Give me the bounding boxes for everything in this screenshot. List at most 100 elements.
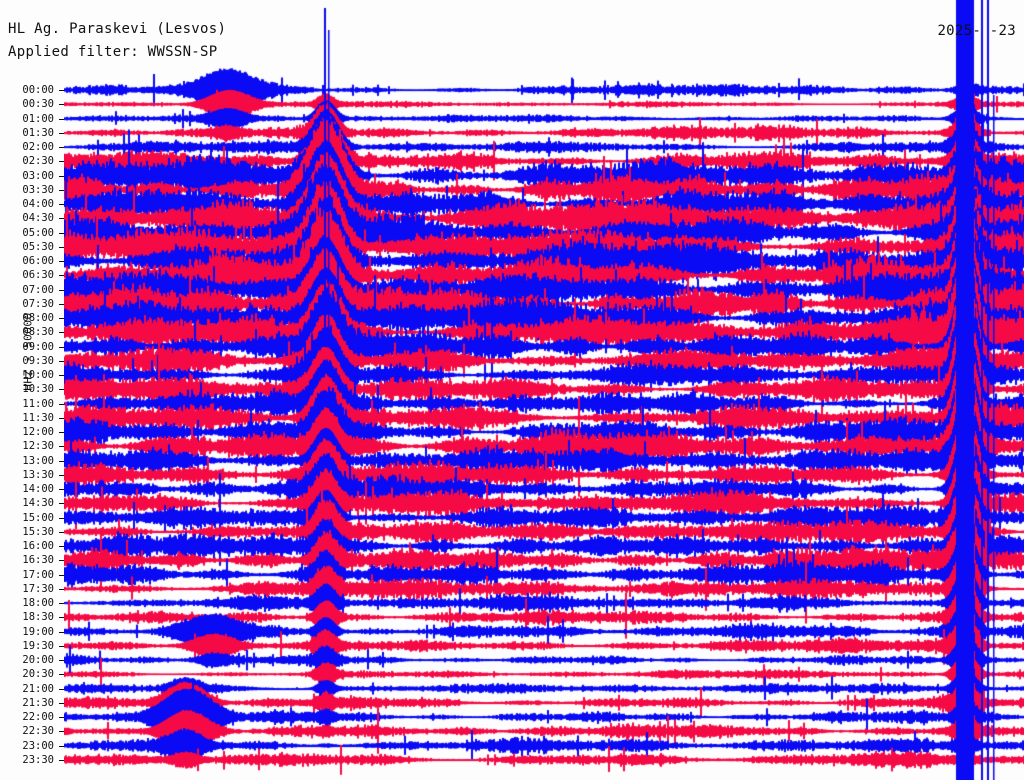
time-label: 20:00	[22, 654, 54, 666]
time-label: 04:30	[22, 212, 54, 225]
axis-tick	[59, 746, 64, 747]
date-label: 2025- -23	[937, 23, 1016, 39]
time-label: 03:00	[22, 169, 54, 182]
time-label: 16:30	[22, 554, 54, 567]
time-label: 06:00	[22, 255, 54, 267]
time-label: 16:00	[22, 540, 54, 552]
axis-tick	[59, 532, 64, 533]
axis-tick	[59, 233, 64, 234]
time-label: 23:00	[22, 739, 54, 752]
time-label: 10:00	[22, 369, 54, 381]
time-label: 22:30	[22, 725, 54, 738]
time-label: 07:00	[22, 283, 54, 296]
time-label: 11:30	[22, 411, 54, 424]
time-label: 11:00	[22, 397, 54, 410]
time-label: 00:00	[22, 84, 54, 96]
time-label: 08:00	[22, 312, 54, 324]
axis-tick	[59, 560, 64, 561]
axis-tick	[59, 261, 64, 262]
time-label: 00:30	[22, 98, 54, 111]
axis-tick	[59, 290, 64, 291]
axis-tick	[59, 304, 64, 305]
axis-tick	[59, 418, 64, 419]
time-axis: 00:00 00:30 01:00 01:30 02:00 02:30 03:00 03:30…	[0, 0, 64, 780]
axis-tick	[59, 176, 64, 177]
time-label: 10:30	[22, 383, 54, 396]
time-label: 15:00	[22, 511, 54, 524]
time-label: 13:00	[22, 454, 54, 467]
axis-tick	[59, 432, 64, 433]
time-label: 22:00	[22, 711, 54, 723]
axis-tick	[59, 589, 64, 590]
time-label: 18:00	[22, 597, 54, 609]
axis-tick	[59, 147, 64, 148]
axis-tick	[59, 361, 64, 362]
axis-tick	[59, 204, 64, 205]
time-label: 23:30	[22, 753, 54, 766]
axis-tick	[59, 717, 64, 718]
time-label: 15:30	[22, 525, 54, 538]
axis-tick	[59, 760, 64, 761]
time-label: 19:00	[22, 625, 54, 638]
axis-tick	[59, 475, 64, 476]
axis-tick	[59, 646, 64, 647]
time-label: 05:00	[22, 226, 54, 239]
time-label: 12:30	[22, 440, 54, 453]
axis-tick	[59, 347, 64, 348]
time-label: 12:00	[22, 426, 54, 438]
axis-tick	[59, 190, 64, 191]
axis-tick	[59, 90, 64, 91]
axis-tick	[59, 489, 64, 490]
time-label: 09:00	[22, 340, 54, 353]
time-label: 14:30	[22, 497, 54, 510]
axis-tick	[59, 119, 64, 120]
time-label: 01:00	[22, 112, 54, 125]
time-label: 07:30	[22, 297, 54, 310]
axis-tick	[59, 518, 64, 519]
axis-tick	[59, 617, 64, 618]
axis-tick	[59, 603, 64, 604]
time-label: 17:00	[22, 568, 54, 581]
axis-tick	[59, 689, 64, 690]
filter-label: Applied filter: WWSSN-SP	[8, 44, 218, 60]
axis-tick	[59, 161, 64, 162]
axis-tick	[59, 218, 64, 219]
time-label: 02:00	[22, 141, 54, 153]
axis-tick	[59, 247, 64, 248]
seismogram-traces	[64, 0, 1024, 780]
axis-tick	[59, 375, 64, 376]
axis-tick	[59, 632, 64, 633]
axis-tick	[59, 731, 64, 732]
time-label: 02:30	[22, 155, 54, 168]
time-label: 08:30	[22, 326, 54, 339]
time-label: 17:30	[22, 582, 54, 595]
axis-tick	[59, 104, 64, 105]
axis-tick	[59, 446, 64, 447]
axis-tick	[59, 389, 64, 390]
time-label: 13:30	[22, 468, 54, 481]
axis-tick	[59, 275, 64, 276]
axis-tick	[59, 133, 64, 134]
station-title: HL Ag. Paraskevi (Lesvos)	[8, 21, 227, 37]
axis-tick	[59, 332, 64, 333]
axis-tick	[59, 575, 64, 576]
time-label: 21:00	[22, 682, 54, 695]
time-label: 09:30	[22, 354, 54, 367]
axis-tick	[59, 674, 64, 675]
axis-tick	[59, 404, 64, 405]
axis-tick	[59, 546, 64, 547]
time-label: 06:30	[22, 269, 54, 282]
axis-tick	[59, 703, 64, 704]
time-label: 21:30	[22, 696, 54, 709]
time-label: 20:30	[22, 668, 54, 681]
time-label: 18:30	[22, 611, 54, 624]
axis-tick	[59, 503, 64, 504]
axis-tick	[59, 660, 64, 661]
time-label: 19:30	[22, 639, 54, 652]
time-label: 05:30	[22, 240, 54, 253]
time-label: 14:00	[22, 483, 54, 495]
time-label: 03:30	[22, 183, 54, 196]
axis-tick	[59, 461, 64, 462]
axis-tick	[59, 318, 64, 319]
